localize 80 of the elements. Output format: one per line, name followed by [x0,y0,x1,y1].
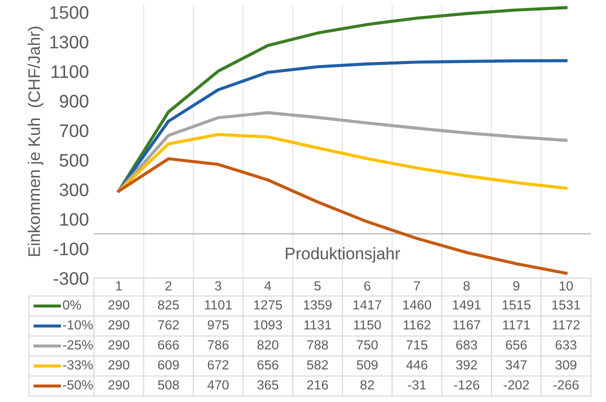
data-label: 666 [158,340,179,350]
y-tick-label: 700 [60,124,88,138]
legend-label: -50% [63,380,93,390]
data-label: 1167 [453,320,480,330]
data-label: 656 [506,340,527,350]
data-label: 470 [207,380,229,390]
data-label: 1417 [354,300,382,310]
y-tick-label: 500 [60,154,88,167]
data-label: 509 [356,360,378,370]
data-label: 309 [556,360,576,370]
y-tick-label: -300 [54,272,88,285]
x-tick-label: 5 [314,281,321,291]
data-label: 290 [108,340,130,350]
y-tick-label: 300 [60,183,88,196]
data-label: 762 [158,320,179,330]
data-label: 975 [208,320,229,330]
y-tick-label: 1300 [50,36,88,48]
x-tick-label: 10 [560,281,573,291]
y-axis-title: Einkommen je Kuh (CHF/Jahr) [28,26,44,256]
data-label: 1162 [404,320,430,330]
data-label: 1359 [304,300,332,310]
data-label: 1131 [304,320,332,330]
legend-label: -33% [63,360,93,370]
data-label: 750 [356,340,378,350]
data-label: 1101 [204,300,232,310]
legend-label: 0% [62,300,82,310]
legend-label: -10% [63,320,93,330]
data-label: 609 [158,360,179,370]
data-label: 365 [257,380,278,390]
y-tick-label: 1500 [50,6,88,19]
data-label: -266 [553,380,579,390]
line-series [117,59,568,193]
data-label: 290 [108,360,130,370]
y-tick-label: 100 [60,213,88,226]
x-tick-label: 8 [464,281,470,291]
data-label: 820 [257,340,278,350]
data-label: 1093 [254,320,282,330]
line-series [117,133,568,193]
y-tick-label: -100 [54,242,88,256]
data-label: 1171 [503,320,530,330]
x-tick-label: 9 [513,281,520,291]
data-label: 633 [556,340,576,350]
x-tick-label: 1 [116,281,122,290]
data-label: 788 [307,340,328,350]
x-tick-label: 2 [165,281,172,290]
x-tick-label: 7 [414,281,420,290]
data-label: 825 [158,300,179,310]
x-axis-title: Produktionsjahr [286,247,400,263]
data-label: 786 [208,340,229,350]
data-label: 656 [258,360,278,370]
data-label: 1531 [552,300,580,310]
data-label: 715 [406,340,428,350]
y-tick-label: 1100 [52,65,88,78]
data-label: 1491 [452,300,481,310]
data-label: -31 [408,380,426,390]
data-label: 508 [158,380,179,390]
data-label: 1460 [403,300,432,310]
data-label: 347 [506,360,527,370]
data-label: -202 [504,380,529,390]
data-label: 446 [406,360,428,370]
x-tick-label: 6 [364,281,370,291]
x-tick-label: 3 [214,281,222,291]
data-label: 683 [456,340,478,350]
data-label: 582 [307,360,328,370]
data-label: 392 [456,360,477,370]
data-label: 290 [108,380,130,390]
data-label: 1150 [354,320,381,330]
data-label: 1515 [502,300,530,310]
data-label: 290 [108,320,130,330]
data-label: 1275 [254,300,282,310]
data-label: 1172 [552,320,580,330]
data-label: -126 [454,380,480,390]
data-label: 82 [360,380,374,390]
line-series [117,157,568,275]
y-tick-label: 900 [60,94,88,108]
data-label: 672 [208,360,229,370]
legend-label: -25% [63,340,93,350]
x-tick-label: 4 [264,281,272,290]
data-label: 290 [108,300,130,310]
data-label: 216 [307,380,328,390]
